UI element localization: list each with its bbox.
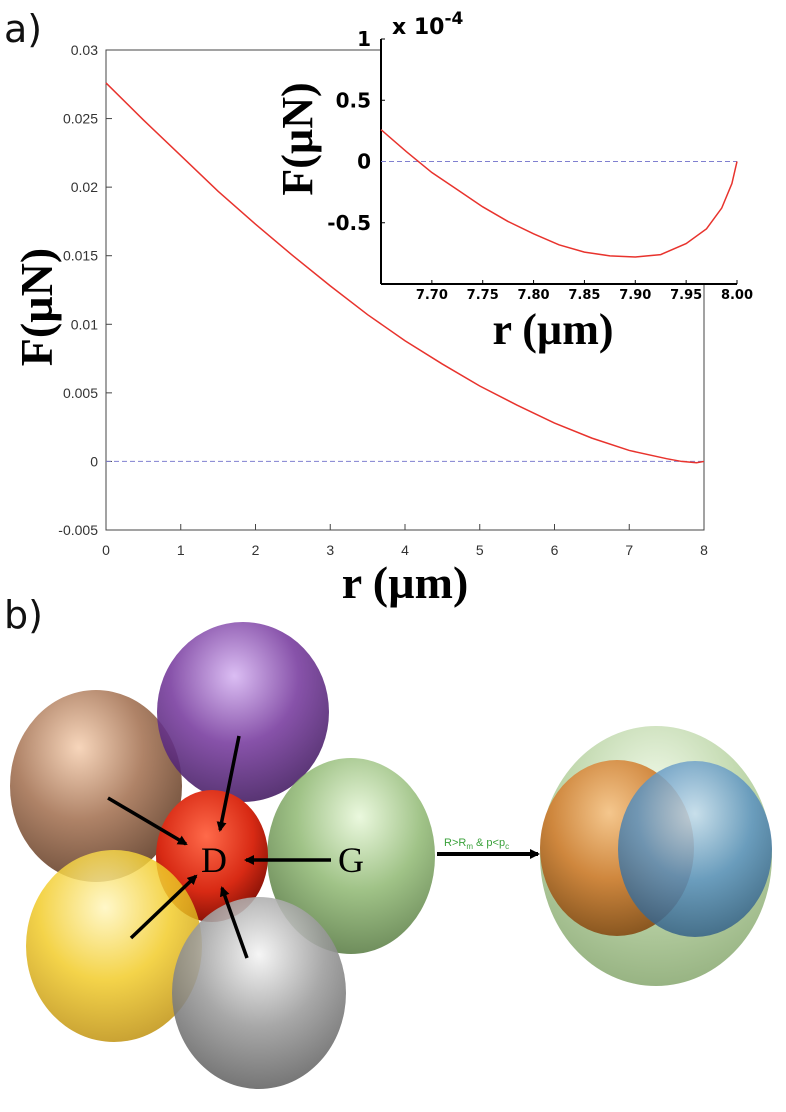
y-tick-label: 0.02 — [71, 179, 98, 195]
main-x-label: r (µm) — [342, 557, 469, 608]
x-tick-label: 5 — [476, 542, 484, 558]
gray-sphere — [172, 897, 346, 1089]
x-tick-label: 7.80 — [518, 288, 550, 303]
panel-a-label: a) — [4, 7, 42, 51]
brown-sphere — [10, 690, 182, 882]
x-tick-label: 0 — [102, 542, 110, 558]
y-tick-label: 1 — [357, 27, 371, 51]
arrow-from-brown — [107, 796, 188, 846]
inset-x-ticks: 7.70 7.75 7.80 7.85 7.90 7.95 8.00 — [416, 280, 753, 303]
y-tick-label: -0.5 — [327, 211, 371, 235]
green-label-g: G — [338, 840, 364, 880]
y-tick-label: 0.03 — [71, 42, 98, 58]
condition-label: R>Rm & p<pc — [444, 837, 509, 851]
x-tick-label: 3 — [326, 542, 334, 558]
panel-b-label: b) — [4, 593, 43, 637]
arrow-from-gray — [219, 886, 249, 959]
y-tick-label: 0 — [90, 453, 98, 469]
blue-sphere — [618, 761, 772, 937]
diagram-b: D G R>Rm & p<pc — [10, 622, 772, 1089]
green-sphere — [267, 758, 435, 954]
inset-y-label: F(µN) — [273, 82, 322, 195]
y-tick-label: 0.005 — [63, 385, 98, 401]
y-tick-label: 0.025 — [63, 111, 98, 127]
purple-sphere — [157, 622, 329, 802]
center-label-d: D — [201, 840, 227, 880]
x-tick-label: 4 — [401, 542, 409, 558]
inset-series-line — [380, 129, 738, 258]
x-tick-label: 7 — [625, 542, 633, 558]
arrow-from-yellow — [129, 874, 198, 940]
x-tick-label: 8.00 — [721, 288, 753, 303]
x-tick-label: 7.95 — [670, 288, 702, 303]
main-series-line — [105, 82, 705, 464]
y-tick-label: 0 — [357, 150, 371, 174]
x-tick-label: 7.90 — [619, 288, 651, 303]
x-tick-label: 8 — [700, 542, 708, 558]
inset-x-label: r (µm) — [492, 305, 613, 354]
y-tick-label: 0.5 — [336, 88, 371, 112]
x-tick-label: 7.75 — [467, 288, 499, 303]
x-tick-label: 6 — [551, 542, 559, 558]
x-tick-label: 1 — [177, 542, 185, 558]
y-tick-label: -0.005 — [58, 522, 98, 538]
x-tick-label: 7.70 — [416, 288, 448, 303]
inset-scale-label: x 10-4 — [392, 9, 464, 40]
main-x-ticks: 0 1 2 3 4 5 6 7 8 — [102, 524, 708, 558]
y-tick-label: 0.01 — [71, 316, 98, 332]
y-tick-label: 0.015 — [63, 248, 98, 264]
yellow-sphere — [26, 850, 202, 1042]
x-tick-label: 2 — [252, 542, 260, 558]
inset-chart: 7.70 7.75 7.80 7.85 7.90 7.95 8.00 -0.5 0 0.5 1 x… — [273, 9, 753, 354]
x-tick-label: 7.85 — [568, 288, 600, 303]
main-y-label: F(µN) — [11, 248, 62, 366]
arrow-from-purple — [216, 735, 241, 832]
main-y-ticks: -0.005 0 0.005 0.01 0.015 0.02 0.025 0.03 — [58, 42, 112, 538]
inset-y-ticks: -0.5 0 0.5 1 — [327, 27, 385, 235]
